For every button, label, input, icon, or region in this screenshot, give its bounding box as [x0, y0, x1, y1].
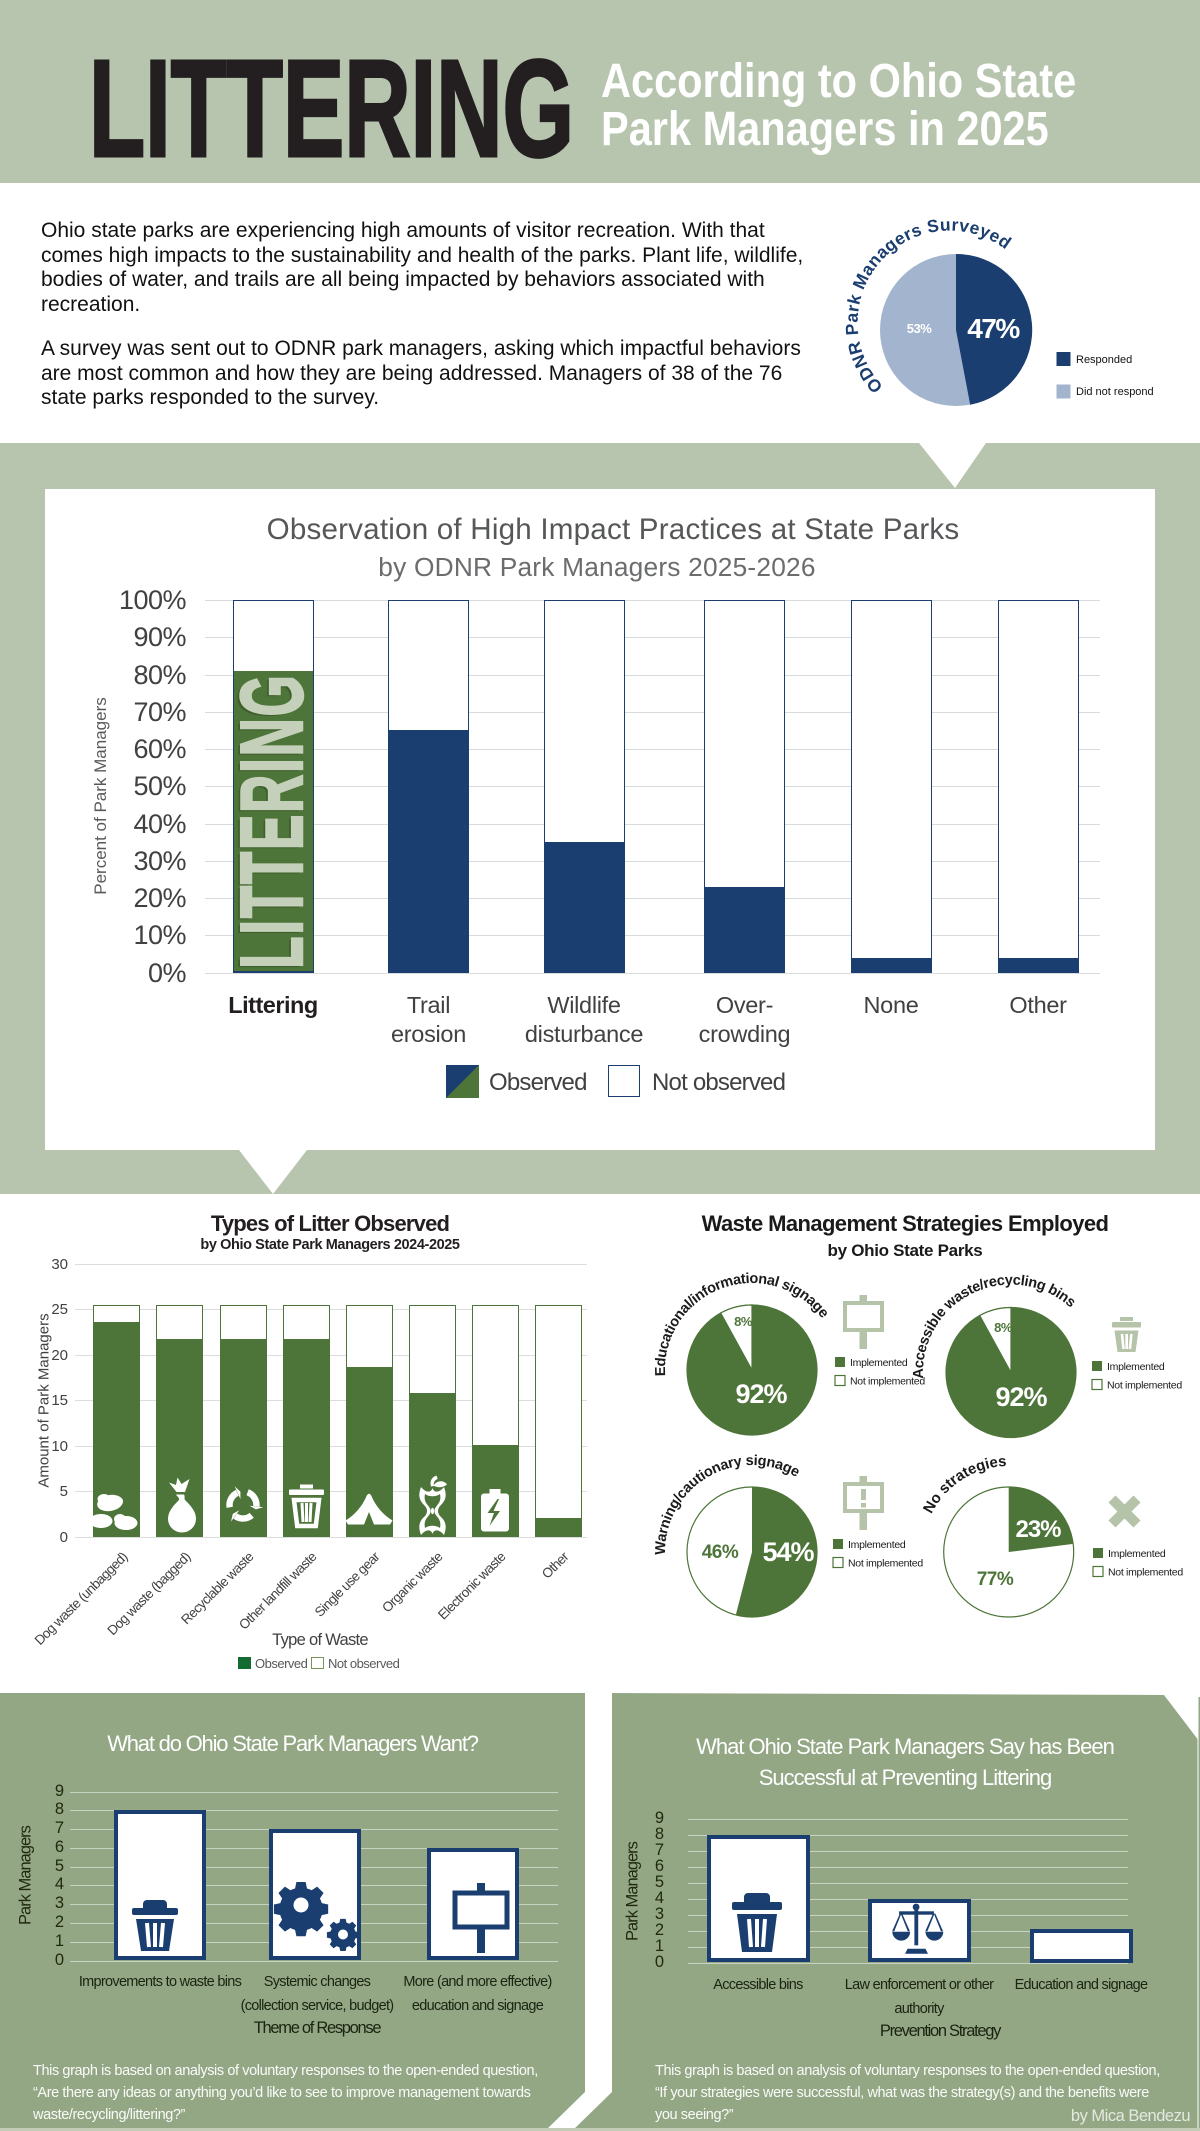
svg-text:Not implemented: Not implemented — [1107, 1380, 1182, 1392]
svg-text:8%: 8% — [994, 1320, 1013, 1335]
svg-text:Not implemented: Not implemented — [848, 1558, 923, 1570]
svg-text:Implemented: Implemented — [1107, 1361, 1165, 1373]
svg-text:8%: 8% — [734, 1314, 753, 1329]
svg-text:Not implemented: Not implemented — [1108, 1567, 1183, 1579]
svg-text:92%: 92% — [735, 1379, 787, 1409]
svg-text:53%: 53% — [907, 321, 932, 336]
svg-text:54%: 54% — [762, 1537, 814, 1567]
svg-text:Implemented: Implemented — [850, 1357, 908, 1369]
svg-text:Responded: Responded — [1076, 354, 1132, 366]
svg-text:46%: 46% — [702, 1542, 739, 1563]
svg-text:23%: 23% — [1015, 1516, 1061, 1543]
svg-text:Implemented: Implemented — [848, 1539, 906, 1551]
svg-text:Did not respond: Did not respond — [1076, 386, 1154, 398]
svg-text:92%: 92% — [995, 1382, 1047, 1412]
svg-text:Not implemented: Not implemented — [850, 1376, 925, 1388]
svg-text:77%: 77% — [977, 1569, 1014, 1590]
svg-text:47%: 47% — [967, 313, 1020, 344]
svg-text:Implemented: Implemented — [1108, 1548, 1166, 1560]
